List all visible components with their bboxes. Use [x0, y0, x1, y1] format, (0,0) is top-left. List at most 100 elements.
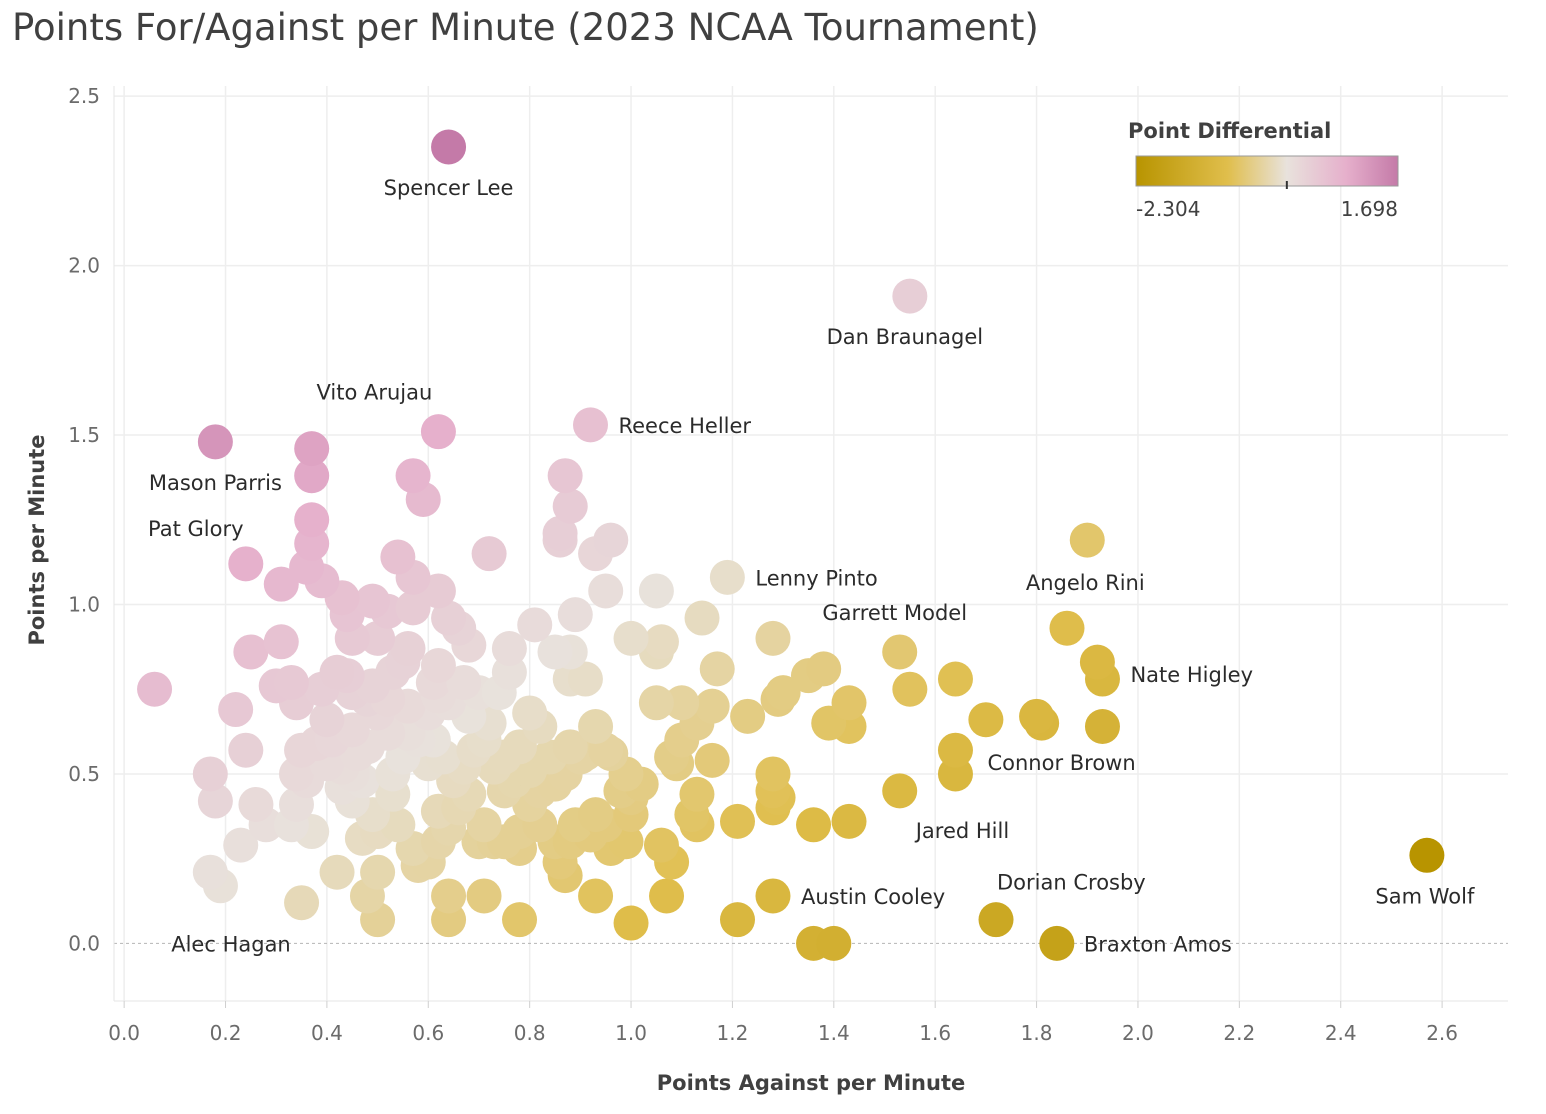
data-point	[197, 783, 233, 819]
data-point	[1039, 925, 1075, 961]
data-point	[233, 634, 269, 670]
point-label: Mason Parris	[149, 471, 282, 495]
data-point	[228, 546, 264, 582]
x-tick-label: 2.2	[1223, 1021, 1255, 1045]
data-point	[228, 732, 264, 768]
data-point	[719, 902, 755, 938]
y-tick-label: 2.0	[68, 254, 100, 278]
point-label: Dan Braunagel	[827, 325, 984, 349]
data-point	[223, 827, 259, 863]
data-point	[512, 695, 548, 731]
x-tick-label: 1.4	[818, 1021, 850, 1045]
data-point	[709, 559, 745, 595]
data-point	[218, 692, 254, 728]
data-point	[395, 458, 431, 494]
data-point	[643, 827, 679, 863]
data-point	[395, 590, 431, 626]
data-point	[831, 803, 867, 839]
data-point	[466, 807, 502, 843]
data-point	[197, 424, 233, 460]
point-label: Jared Hill	[914, 819, 1009, 843]
data-point	[719, 803, 755, 839]
data-point	[755, 620, 791, 656]
color-legend: Point Differential -2.304 1.698	[1128, 119, 1399, 221]
data-point	[238, 786, 274, 822]
data-point	[831, 685, 867, 721]
data-point	[319, 854, 355, 890]
x-tick-label: 1.0	[615, 1021, 647, 1045]
legend-min-label: -2.304	[1136, 197, 1200, 221]
data-point	[572, 407, 608, 443]
data-points	[137, 129, 1445, 961]
data-point	[557, 597, 593, 633]
legend-color-bar	[1135, 155, 1399, 187]
data-point	[694, 742, 730, 778]
data-point	[684, 600, 720, 636]
data-point	[730, 698, 766, 734]
data-point	[892, 671, 928, 707]
data-point	[649, 878, 685, 914]
y-tick-label: 0.0	[68, 931, 100, 955]
data-point	[471, 536, 507, 572]
point-labels: Spencer Lee Dan Braunagel Vito Arujau Reece…	[148, 176, 1475, 956]
point-label: Pat Glory	[148, 517, 244, 541]
x-tick-label: 1.6	[919, 1021, 951, 1045]
point-label: Garrett Model	[822, 601, 967, 625]
x-tick-label: 1.8	[1021, 1021, 1053, 1045]
data-point	[517, 607, 553, 643]
data-point	[578, 797, 614, 833]
data-point	[937, 732, 973, 768]
data-point	[806, 651, 842, 687]
data-point	[968, 702, 1004, 738]
x-tick-label: 2.4	[1325, 1021, 1357, 1045]
data-point	[294, 458, 330, 494]
data-point	[679, 776, 715, 812]
data-point	[1079, 644, 1115, 680]
legend-title: Point Differential	[1128, 119, 1331, 143]
point-label: Braxton Amos	[1084, 932, 1232, 956]
x-tick-label: 0.6	[412, 1021, 444, 1045]
data-point	[882, 634, 918, 670]
point-label: Austin Cooley	[801, 885, 945, 909]
x-tick-label: 2.0	[1122, 1021, 1154, 1045]
point-label: Lenny Pinto	[755, 566, 877, 590]
data-point	[420, 648, 456, 683]
point-label: Alec Hagan	[171, 932, 291, 956]
data-point	[491, 631, 527, 667]
data-point	[755, 878, 791, 914]
point-label: Vito Arujau	[317, 381, 433, 405]
data-point	[294, 502, 330, 538]
data-point	[537, 634, 573, 670]
data-point	[446, 664, 482, 700]
y-tick-label: 1.0	[68, 593, 100, 617]
data-point	[796, 807, 832, 843]
legend-max-label: 1.698	[1341, 197, 1398, 221]
data-point	[294, 431, 330, 467]
data-point	[431, 878, 467, 914]
data-point	[578, 878, 614, 914]
data-point	[882, 773, 918, 809]
data-point	[360, 854, 396, 890]
data-point	[263, 566, 299, 602]
data-point	[978, 902, 1014, 938]
data-point	[567, 661, 603, 697]
y-axis-ticks: 0.0 0.5 1.0 1.5 2.0 2.5	[68, 84, 100, 955]
x-axis-ticks: 0.0 0.2 0.4 0.6 0.8 1.0 1.2 1.4 1.6 1.8 2.0 2.2 2.4 2…	[108, 1001, 1458, 1045]
data-point	[694, 688, 730, 724]
point-label: Spencer Lee	[384, 176, 514, 200]
point-label: Connor Brown	[987, 751, 1135, 775]
data-point	[643, 624, 679, 660]
data-point	[502, 902, 538, 938]
point-label: Nate Higley	[1130, 663, 1253, 687]
data-point	[380, 539, 416, 575]
data-point	[273, 664, 309, 700]
x-tick-label: 0.8	[514, 1021, 546, 1045]
data-point	[613, 620, 649, 656]
data-point	[466, 878, 502, 914]
data-point	[1019, 698, 1055, 734]
data-point	[1049, 610, 1085, 646]
data-point	[319, 654, 355, 690]
data-point	[892, 278, 928, 314]
data-point	[552, 729, 588, 765]
